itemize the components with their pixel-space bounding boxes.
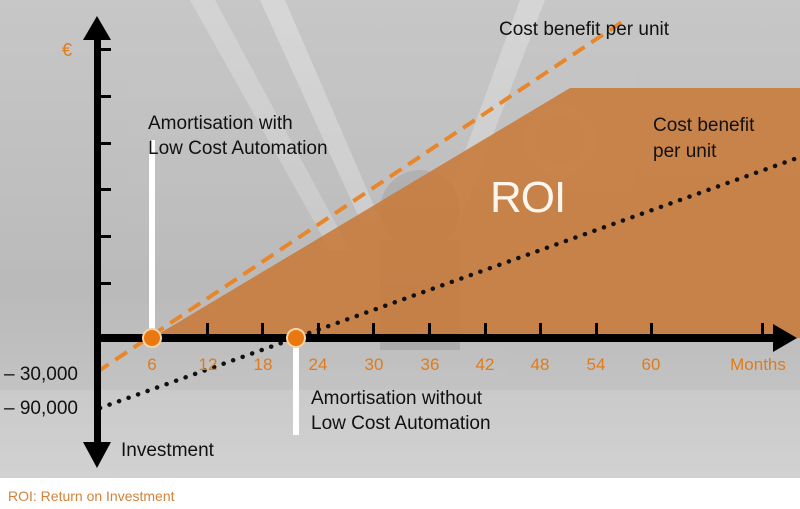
x-tick-label: 24 — [308, 355, 328, 374]
amortisation-with-label-line2: Low Cost Automation — [148, 138, 328, 159]
x-tick-label: 48 — [530, 355, 550, 374]
x-tick-label: 18 — [253, 355, 273, 374]
x-tick-label: 42 — [475, 355, 495, 374]
arrow-up-icon — [83, 16, 111, 40]
cost-benefit-without-lca-line — [97, 154, 800, 411]
breakeven-point-without-lca — [286, 328, 306, 348]
x-tick-label: 6 — [147, 355, 157, 374]
roi-region-label: ROI — [490, 173, 566, 222]
y-label-90000: – 90,000 — [4, 398, 78, 419]
chart-svg — [0, 0, 800, 478]
amortisation-without-marker-line — [293, 338, 299, 435]
y-label-30000: – 30,000 — [4, 364, 78, 385]
chart-area: € 6 12 18 24 30 36 42 48 54 60 Months – … — [0, 0, 800, 478]
arrow-down-icon — [83, 442, 111, 468]
y-axis-investment-label: Investment — [121, 440, 214, 461]
x-tick-label: 36 — [420, 355, 440, 374]
x-axis-label: Months — [730, 355, 786, 374]
cost-benefit-with-lca-line — [95, 18, 627, 374]
amortisation-with-label-line1: Amortisation with — [148, 113, 293, 134]
x-axis — [97, 323, 797, 352]
x-tick-label: 60 — [641, 355, 661, 374]
amortisation-with-marker-line — [149, 140, 155, 338]
amortisation-without-label-line2: Low Cost Automation — [311, 413, 491, 434]
breakeven-point-with-lca — [142, 328, 162, 348]
arrow-right-icon — [773, 324, 797, 352]
y-axis — [83, 16, 111, 468]
cost-benefit-right-label-line2: per unit — [653, 141, 717, 162]
x-tick-label: 54 — [586, 355, 606, 374]
cost-benefit-top-label: Cost benefit per unit — [499, 19, 670, 40]
x-tick-label: 12 — [198, 355, 218, 374]
cost-benefit-right-label-line1: Cost benefit — [653, 115, 755, 136]
x-tick-label: 30 — [364, 355, 384, 374]
caption: ROI: Return on Investment — [8, 488, 175, 504]
y-axis-unit: € — [62, 40, 73, 60]
amortisation-without-label-line1: Amortisation without — [311, 388, 483, 409]
roi-region — [152, 88, 800, 338]
